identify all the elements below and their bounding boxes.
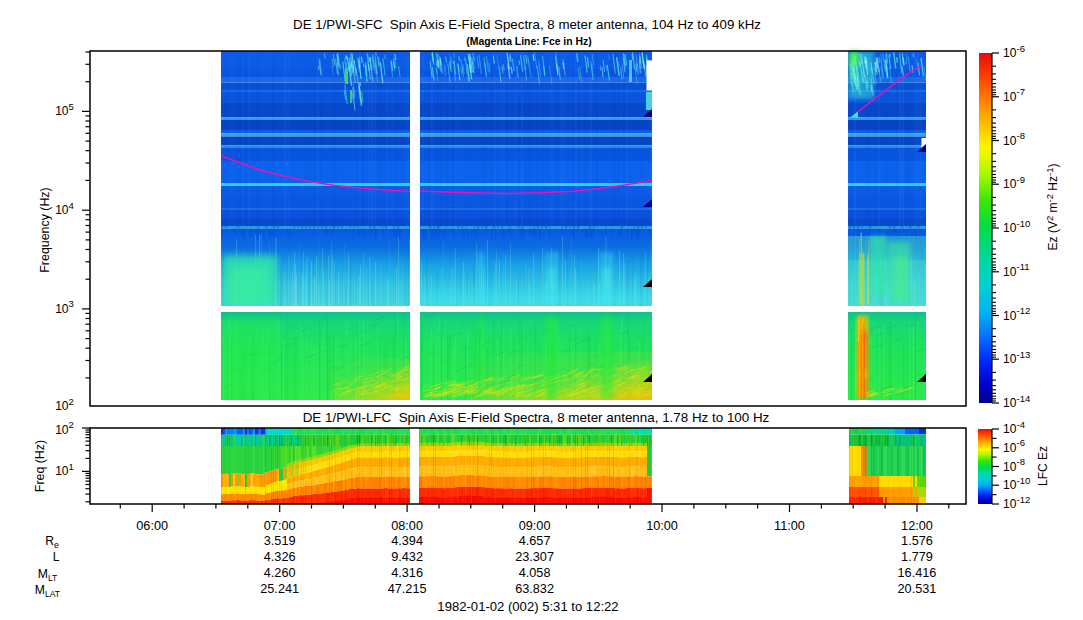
svg-text:20.531: 20.531 — [898, 582, 937, 596]
svg-text:4.394: 4.394 — [391, 534, 423, 548]
svg-text:10: 10 — [55, 302, 69, 316]
svg-text:10: 10 — [1003, 396, 1017, 410]
svg-text:10: 10 — [1003, 221, 1017, 235]
svg-text:10: 10 — [1003, 441, 1017, 455]
svg-text:-4: -4 — [1017, 419, 1025, 430]
svg-text:10:00: 10:00 — [646, 519, 678, 533]
svg-text:1.576: 1.576 — [901, 534, 933, 548]
svg-text:06:00: 06:00 — [136, 519, 168, 533]
svg-text:11:00: 11:00 — [774, 519, 805, 533]
svg-text:63.832: 63.832 — [515, 582, 554, 596]
svg-text:4.058: 4.058 — [519, 566, 551, 580]
svg-text:16.416: 16.416 — [898, 566, 937, 580]
svg-text:10: 10 — [55, 104, 69, 118]
svg-text:07:00: 07:00 — [264, 519, 296, 533]
svg-text:-6: -6 — [1017, 43, 1025, 54]
svg-text:10: 10 — [1003, 177, 1017, 191]
svg-text:09:00: 09:00 — [519, 519, 551, 533]
svg-text:10: 10 — [55, 203, 69, 217]
svg-text:-9: -9 — [1017, 174, 1025, 185]
svg-text:2: 2 — [69, 396, 74, 407]
svg-text:-6: -6 — [1017, 437, 1025, 448]
svg-text:DE 1/PWI-SFC Spin Axis E-Fiel: DE 1/PWI-SFC Spin Axis E-Field Spectra, … — [293, 17, 761, 32]
svg-text:-10: -10 — [1017, 475, 1031, 486]
svg-text:4.316: 4.316 — [391, 566, 423, 580]
svg-text:10: 10 — [1003, 134, 1017, 148]
svg-text:-8: -8 — [1017, 456, 1025, 467]
svg-text:Ez (V2 m-2 Hz-1): Ez (V2 m-2 Hz-1) — [1044, 164, 1060, 251]
svg-text:10: 10 — [1003, 422, 1017, 436]
svg-text:-7: -7 — [1017, 86, 1025, 97]
svg-text:10: 10 — [55, 464, 69, 478]
svg-text:R: R — [45, 534, 54, 548]
svg-text:10: 10 — [1003, 497, 1017, 511]
svg-text:-8: -8 — [1017, 130, 1025, 141]
svg-text:47.215: 47.215 — [388, 582, 427, 596]
svg-text:10: 10 — [1003, 46, 1017, 60]
svg-text:Freq (Hz): Freq (Hz) — [33, 440, 47, 492]
svg-text:LAT: LAT — [45, 589, 60, 599]
svg-text:LFC Ez: LFC Ez — [1036, 446, 1050, 486]
svg-text:3: 3 — [69, 298, 74, 309]
svg-text:1982-01-02 (002) 5:31 to 12:22: 1982-01-02 (002) 5:31 to 12:22 — [437, 599, 618, 614]
svg-text:-13: -13 — [1017, 349, 1031, 360]
svg-text:10: 10 — [1003, 265, 1017, 279]
svg-text:4: 4 — [69, 200, 74, 211]
svg-text:DE 1/PWI-LFC Spin Axis E-Fiel: DE 1/PWI-LFC Spin Axis E-Field Spectra, … — [303, 410, 770, 425]
svg-text:5: 5 — [69, 101, 74, 112]
svg-text:M: M — [35, 583, 45, 597]
svg-text:4.260: 4.260 — [264, 566, 296, 580]
svg-text:23.307: 23.307 — [515, 550, 554, 564]
svg-text:(Magenta Line: Fce in Hz): (Magenta Line: Fce in Hz) — [466, 36, 591, 47]
svg-text:-12: -12 — [1017, 305, 1031, 316]
svg-text:12:00: 12:00 — [901, 519, 933, 533]
svg-text:-11: -11 — [1017, 261, 1030, 272]
svg-text:10: 10 — [1003, 90, 1017, 104]
svg-text:-12: -12 — [1017, 494, 1031, 505]
svg-text:2: 2 — [69, 419, 74, 430]
svg-text:M: M — [38, 567, 48, 581]
svg-text:Frequency (Hz): Frequency (Hz) — [38, 187, 52, 272]
svg-text:9.432: 9.432 — [391, 550, 423, 564]
svg-text:4.657: 4.657 — [519, 534, 551, 548]
svg-text:-14: -14 — [1017, 393, 1031, 404]
svg-text:10: 10 — [1003, 460, 1017, 474]
svg-text:3.519: 3.519 — [264, 534, 296, 548]
svg-text:10: 10 — [55, 423, 69, 437]
svg-text:08:00: 08:00 — [391, 519, 423, 533]
svg-text:10: 10 — [1003, 352, 1017, 366]
svg-text:10: 10 — [55, 399, 69, 413]
svg-text:10: 10 — [1003, 309, 1017, 323]
svg-text:L: L — [53, 550, 60, 564]
svg-text:10: 10 — [1003, 478, 1017, 492]
svg-text:25.241: 25.241 — [260, 582, 299, 596]
svg-text:1.779: 1.779 — [901, 550, 933, 564]
svg-text:LT: LT — [48, 573, 57, 583]
svg-text:1: 1 — [69, 461, 74, 472]
svg-text:e: e — [54, 540, 59, 550]
svg-text:4.326: 4.326 — [264, 550, 296, 564]
svg-text:-10: -10 — [1017, 218, 1031, 229]
